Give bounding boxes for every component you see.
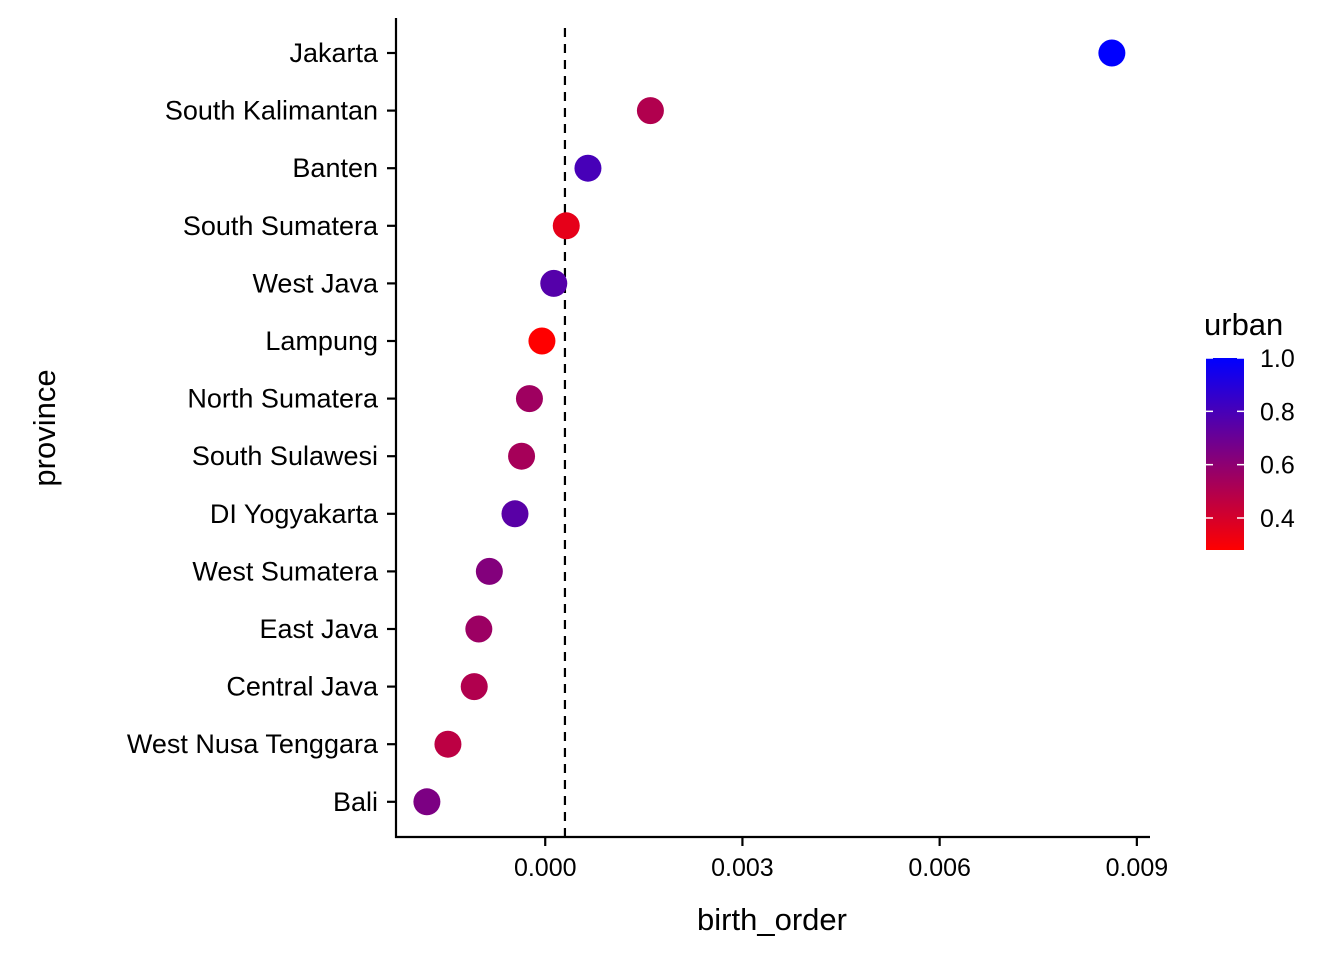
x-tick-label: 0.003 xyxy=(711,854,774,882)
data-points xyxy=(413,39,1126,816)
legend-tick-label: 0.8 xyxy=(1260,398,1295,426)
data-point xyxy=(552,212,580,240)
y-tick-label: North Sumatera xyxy=(187,384,379,414)
y-tick-label: Central Java xyxy=(226,672,379,702)
data-point xyxy=(434,730,462,758)
data-point xyxy=(515,385,543,413)
y-axis-title: province xyxy=(27,369,62,486)
data-point xyxy=(574,154,602,182)
y-tick-label: Lampung xyxy=(265,326,378,356)
y-tick-label: West Nusa Tenggara xyxy=(127,729,379,759)
data-point xyxy=(1098,39,1126,67)
legend-tick-label: 0.6 xyxy=(1260,452,1295,480)
data-point xyxy=(460,673,488,701)
x-axis-title: birth_order xyxy=(697,902,847,937)
legend-ticks: 1.0 0.8 0.6 0.4 xyxy=(1206,345,1295,533)
data-point xyxy=(636,97,664,125)
y-tick-label: Banten xyxy=(292,153,378,183)
legend-colorbar xyxy=(1206,358,1244,550)
legend-title: urban xyxy=(1204,307,1283,342)
legend-tick-label: 1.0 xyxy=(1260,345,1295,373)
x-tick-label: 0.009 xyxy=(1106,854,1169,882)
data-point xyxy=(508,442,536,470)
data-point xyxy=(475,557,503,585)
y-axis-ticks: Jakarta South Kalimantan Banten South Sumat… xyxy=(127,38,396,817)
y-tick-label: West Sumatera xyxy=(192,556,379,586)
x-axis-ticks: 0.000 0.003 0.006 0.009 xyxy=(514,837,1168,882)
data-point xyxy=(501,500,529,528)
y-tick-label: East Java xyxy=(259,614,379,644)
legend-tick-label: 0.4 xyxy=(1260,505,1295,533)
x-tick-label: 0.000 xyxy=(514,854,577,882)
legend: urban 1.0 0.8 0.6 0.4 xyxy=(1204,307,1295,550)
y-tick-label: South Sulawesi xyxy=(192,441,378,471)
y-tick-label: South Kalimantan xyxy=(165,96,378,126)
y-tick-label: Bali xyxy=(333,787,378,817)
data-point xyxy=(413,788,441,816)
y-tick-label: West Java xyxy=(252,268,379,298)
y-tick-label: South Sumatera xyxy=(183,211,379,241)
data-point xyxy=(465,615,493,643)
y-tick-label: DI Yogyakarta xyxy=(210,499,379,529)
x-tick-label: 0.006 xyxy=(908,854,971,882)
y-tick-label: Jakarta xyxy=(289,38,379,68)
plot-panel: Jakarta South Kalimantan Banten South Sumat… xyxy=(127,18,1168,882)
data-point xyxy=(540,269,568,297)
data-point xyxy=(528,327,556,355)
